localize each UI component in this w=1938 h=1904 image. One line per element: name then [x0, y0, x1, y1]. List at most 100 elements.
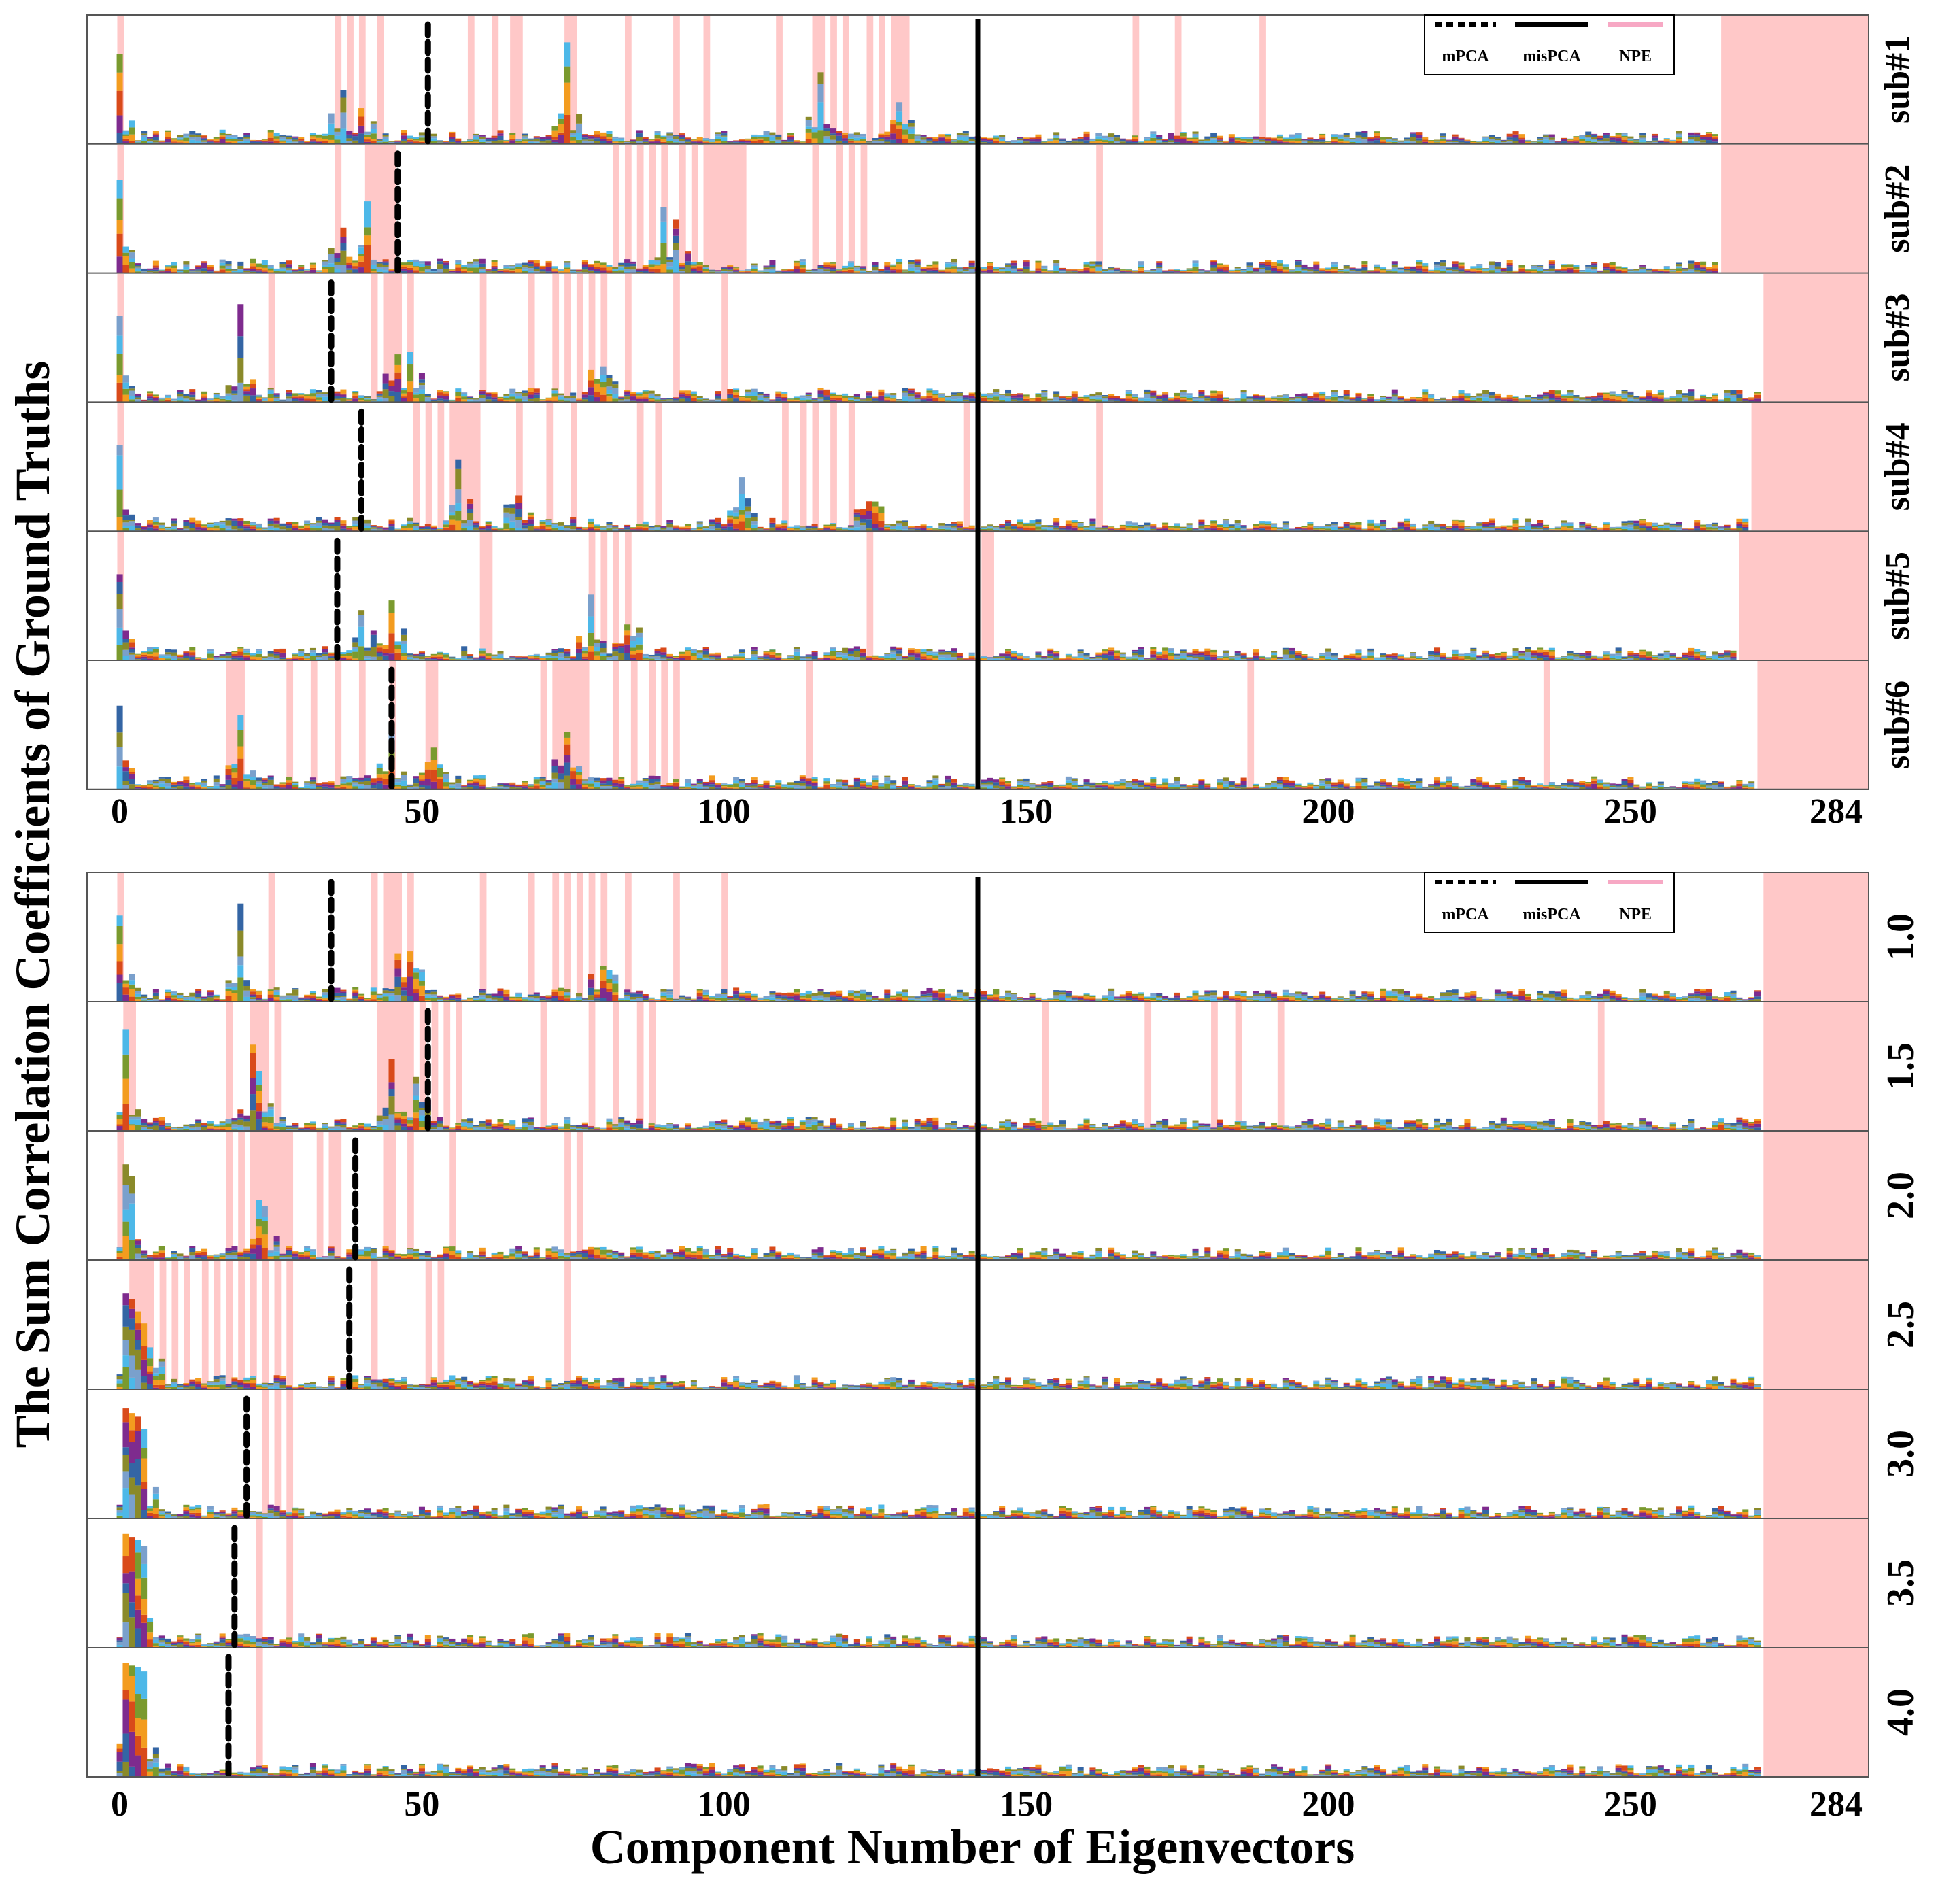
- bar-segment: [292, 398, 299, 401]
- bar-segment: [630, 528, 637, 530]
- bar-segment: [721, 131, 728, 134]
- bar-segment: [1464, 393, 1471, 394]
- bar-segment: [853, 132, 860, 135]
- bar-segment: [449, 524, 456, 532]
- bar-segment: [1651, 271, 1658, 273]
- bar-segment: [981, 142, 987, 144]
- bar-segment: [1289, 396, 1295, 398]
- bar-segment: [1259, 269, 1265, 273]
- bar-segment: [430, 133, 437, 137]
- bar-segment: [799, 395, 806, 398]
- bar-segment: [594, 138, 600, 141]
- bar-segment: [993, 389, 1000, 392]
- bar-segment: [733, 512, 740, 517]
- bar-segment: [1700, 265, 1707, 267]
- bar-segment: [1198, 139, 1205, 141]
- bar-segment: [177, 392, 184, 394]
- bar-segment: [1573, 269, 1580, 273]
- bar-segment: [660, 526, 667, 528]
- bar-segment: [1428, 397, 1435, 399]
- bar-segment: [757, 526, 764, 528]
- bar-segment: [129, 514, 135, 520]
- bar-segment: [286, 396, 292, 399]
- bar-segment: [370, 399, 377, 401]
- bar-segment: [1355, 394, 1362, 397]
- bar-segment: [860, 269, 866, 271]
- bar-segment: [316, 520, 322, 523]
- npe-band: [728, 144, 734, 273]
- bar-segment: [141, 135, 148, 137]
- bar-segment: [1591, 139, 1598, 141]
- bar-segment: [1676, 135, 1682, 138]
- bar-segment: [286, 269, 292, 271]
- bar-segment: [147, 524, 154, 528]
- bar-segment: [570, 271, 577, 272]
- bar-segment: [401, 268, 407, 271]
- bar-segment: [745, 271, 751, 273]
- bar-segment: [1005, 397, 1012, 403]
- bar-segment: [298, 267, 305, 269]
- bar-segment: [679, 265, 685, 267]
- bar-segment: [479, 258, 486, 264]
- bar-segment: [189, 270, 196, 271]
- bar-segment: [1331, 264, 1338, 267]
- bar-segment: [1343, 141, 1350, 144]
- npe-band: [624, 16, 632, 143]
- bar-segment: [702, 139, 709, 141]
- bar-segment: [938, 397, 945, 398]
- bar-segment: [902, 269, 908, 271]
- bar-segment: [1700, 271, 1707, 273]
- bar-segment: [1694, 262, 1701, 265]
- bar-segment: [183, 261, 190, 265]
- bar-segment: [467, 499, 474, 504]
- bar-segment: [1138, 267, 1144, 269]
- bar-segment: [606, 525, 613, 528]
- bar-segment: [1518, 269, 1525, 272]
- bar-segment: [606, 267, 613, 271]
- bar-segment: [1404, 398, 1410, 400]
- bar-segment: [522, 141, 528, 144]
- bar-segment: [914, 267, 921, 271]
- bar-segment: [340, 520, 347, 524]
- bar-segment: [533, 267, 540, 269]
- bar-segment: [533, 260, 540, 264]
- bar-segment: [1217, 271, 1223, 273]
- bar-segment: [908, 271, 915, 273]
- bar-segment: [1265, 141, 1272, 143]
- bar-segment: [884, 393, 891, 395]
- bar-segment: [1017, 528, 1023, 530]
- bar-segment: [902, 139, 908, 144]
- bar-segment: [135, 267, 141, 269]
- bar-segment: [636, 395, 643, 398]
- bar-segment: [673, 398, 679, 401]
- bar-segment: [147, 268, 154, 270]
- bar-segment: [618, 265, 625, 267]
- bar-segment: [129, 258, 135, 262]
- bar-segment: [189, 517, 196, 522]
- bar-segment: [129, 268, 135, 273]
- bar-segment: [352, 393, 359, 396]
- bar-segment: [853, 514, 860, 517]
- bar-segment: [1095, 399, 1102, 403]
- bar-segment: [485, 270, 492, 271]
- bar-segment: [279, 529, 286, 532]
- bar-segment: [539, 142, 546, 144]
- bar-segment: [1705, 267, 1712, 269]
- bar-segment: [993, 392, 1000, 395]
- bar-segment: [968, 265, 975, 267]
- bar-segment: [727, 517, 734, 520]
- bar-segment: [860, 266, 866, 268]
- bar-segment: [1138, 268, 1144, 271]
- bar-segment: [1150, 133, 1157, 138]
- bar-segment: [648, 396, 655, 398]
- bar-segment: [413, 267, 420, 271]
- bar-segment: [702, 142, 709, 143]
- bar-segment: [430, 271, 437, 272]
- bar-segment: [1017, 393, 1023, 395]
- bar-segment: [624, 399, 631, 403]
- bar-segment: [1132, 526, 1138, 529]
- bar-segment: [890, 139, 897, 144]
- bar-segment: [673, 141, 679, 143]
- bar-segment: [388, 519, 395, 521]
- bar-segment: [1089, 140, 1096, 141]
